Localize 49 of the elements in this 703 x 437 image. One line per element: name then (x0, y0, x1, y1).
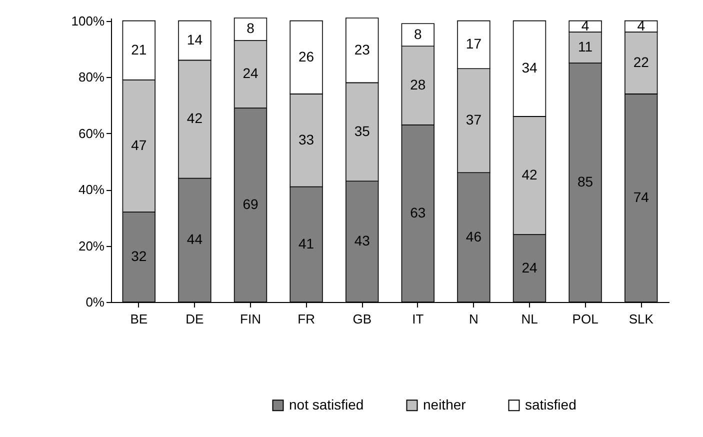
x-tick-label: FR (298, 312, 315, 326)
x-tick-label: GB (352, 312, 372, 326)
y-tick-label: 0% (86, 294, 105, 310)
data-label: 22 (633, 54, 650, 70)
data-label: 74 (633, 188, 650, 205)
y-tick-label: 60% (78, 126, 105, 141)
x-tick-label: N (469, 312, 478, 326)
data-label: 69 (242, 196, 258, 212)
legend-label: neither (423, 396, 466, 412)
x-tick-label: NL (521, 312, 538, 326)
data-label: 37 (466, 112, 482, 128)
y-tick-label: 40% (78, 182, 105, 198)
data-label: 23 (354, 41, 370, 58)
data-label: 24 (522, 259, 538, 276)
x-tick-label: SLK (628, 312, 654, 326)
x-tick-label: BE (130, 312, 148, 326)
x-tick-label: POL (572, 312, 598, 326)
data-label: 85 (578, 173, 594, 190)
data-label: 21 (131, 41, 147, 58)
y-tick-label: 80% (78, 70, 105, 85)
data-label: 14 (186, 31, 203, 48)
data-label: 47 (131, 136, 147, 153)
data-label: 11 (578, 38, 593, 55)
y-tick-label: 100% (71, 13, 105, 28)
data-label: 8 (414, 26, 422, 42)
data-label: 4 (581, 17, 590, 34)
data-label: 42 (522, 166, 538, 182)
data-label: 17 (466, 36, 482, 52)
x-tick-label: FIN (240, 312, 261, 326)
data-label: 4 (637, 17, 646, 34)
data-label: 44 (186, 231, 203, 248)
y-tick-label: 20% (78, 238, 105, 254)
legend-label: not satisfied (289, 396, 364, 412)
data-label: 33 (298, 131, 314, 148)
data-label: 43 (354, 232, 370, 249)
data-label: 34 (522, 60, 538, 76)
data-label: 28 (410, 76, 426, 92)
data-label: 35 (354, 122, 370, 139)
data-label: 42 (186, 110, 203, 126)
x-tick-label: DE (186, 312, 204, 326)
data-label: 63 (410, 204, 426, 220)
data-label: 8 (246, 20, 255, 36)
data-label: 24 (242, 65, 258, 82)
data-label: 32 (131, 248, 147, 264)
x-tick-label: IT (412, 312, 424, 326)
data-label: 46 (466, 228, 482, 244)
legend-label: satisfied (525, 396, 576, 412)
data-label: 41 (298, 235, 314, 252)
data-label: 26 (298, 48, 314, 64)
